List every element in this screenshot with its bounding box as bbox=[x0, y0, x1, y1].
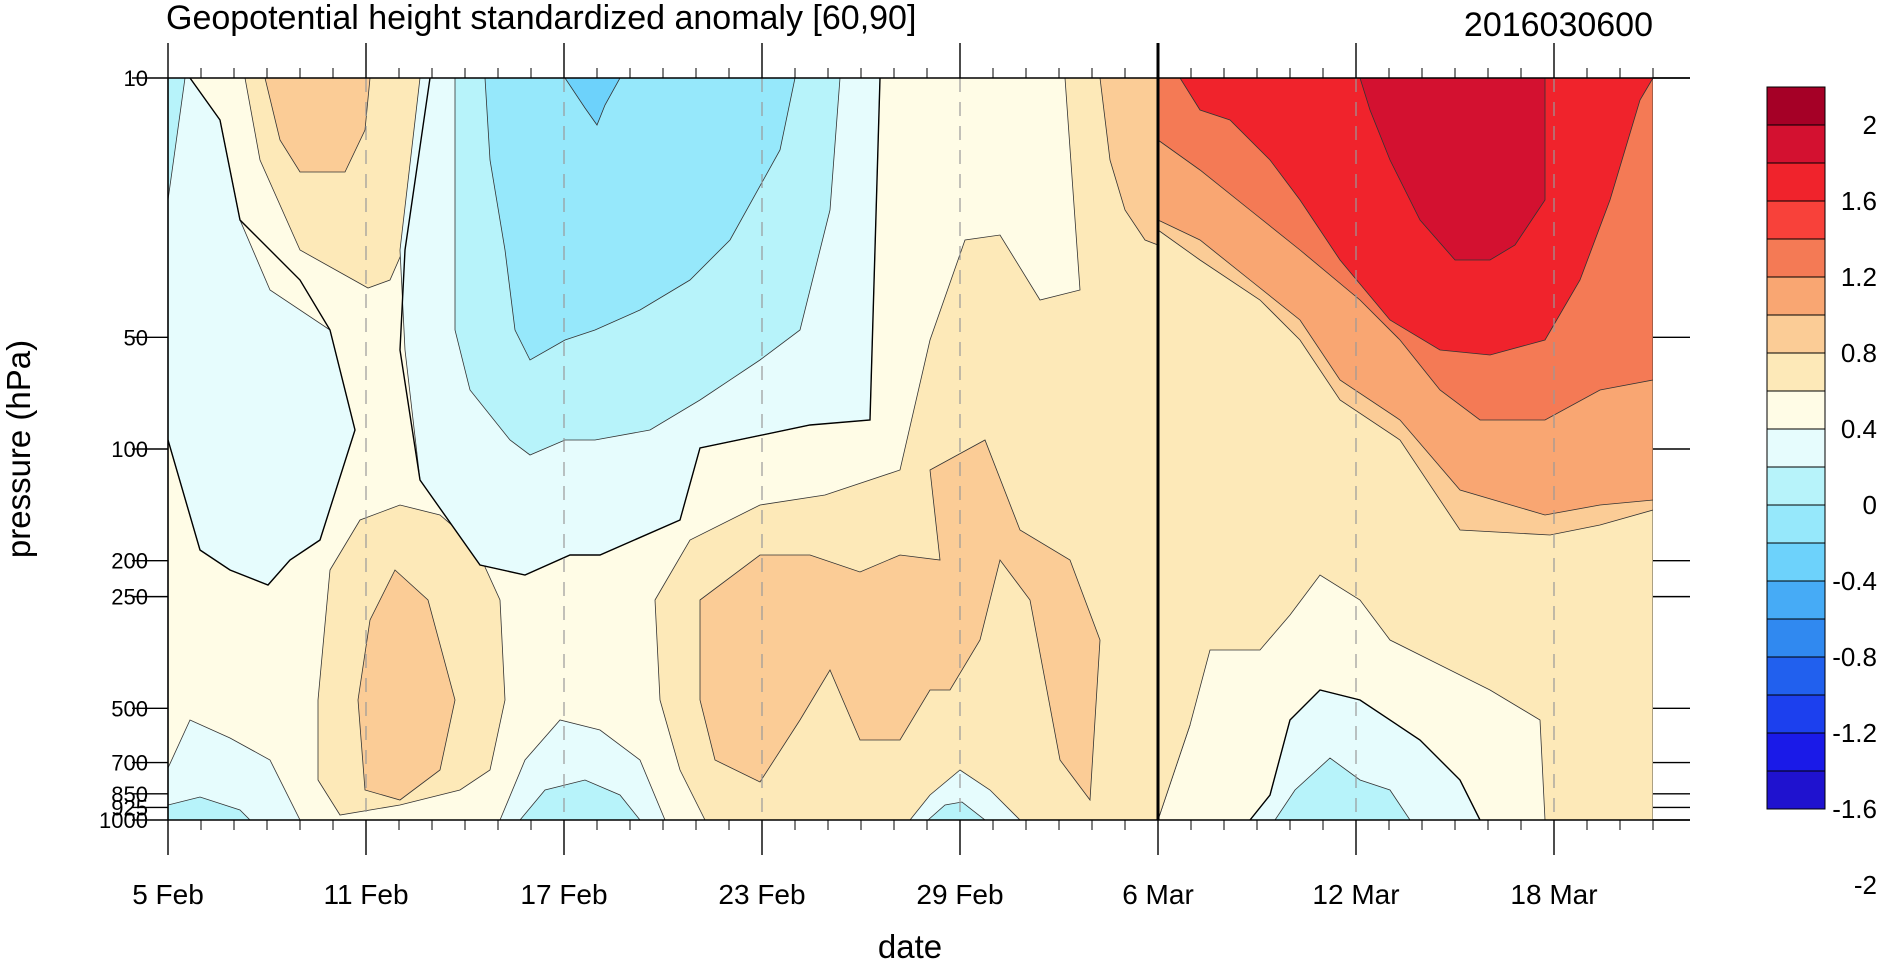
x-tick-label: 29 Feb bbox=[916, 879, 1003, 910]
colorbar-label: -0.8 bbox=[1832, 642, 1877, 672]
colorbar-swatch bbox=[1766, 466, 1826, 506]
colorbar: 2 1.6 1.2 0.8 0.4 0 -0.4 -0.8 -1.2 -1.6 -2 bbox=[1766, 86, 1877, 900]
y-tick-label: 50 bbox=[124, 325, 148, 350]
colorbar-swatch bbox=[1766, 352, 1826, 392]
y-tick-label: 200 bbox=[111, 549, 148, 574]
colorbar-label: 0.4 bbox=[1841, 414, 1877, 444]
y-tick-label: 925 bbox=[111, 795, 148, 820]
y-tick-label: 500 bbox=[111, 696, 148, 721]
x-tick-label: 5 Feb bbox=[132, 879, 204, 910]
colorbar-swatch bbox=[1766, 732, 1826, 772]
x-tick-label: 18 Mar bbox=[1510, 879, 1597, 910]
y-tick-label: 10 bbox=[124, 66, 148, 91]
contour-fill-minus-0.4-to-minus-0.8 bbox=[519, 779, 641, 820]
colorbar-label: 0.8 bbox=[1841, 338, 1877, 368]
y-tick-label: 1000 bbox=[99, 808, 148, 833]
colorbar-label: -0.4 bbox=[1832, 566, 1877, 596]
colorbar-label: -1.6 bbox=[1832, 794, 1877, 824]
contour-fill-0.8-to-1.2 bbox=[357, 569, 456, 801]
contour-fill-minus-1.2-to-minus-1.6 bbox=[564, 78, 621, 126]
colorbar-label: -2 bbox=[1854, 870, 1877, 900]
colorbar-swatch bbox=[1766, 770, 1826, 810]
y-tick-label: 100 bbox=[111, 437, 148, 462]
colorbar-swatch bbox=[1766, 238, 1826, 278]
contour-fill-0-to-minus-0.4 bbox=[909, 769, 1021, 820]
contour-fill-minus-0.8-to-minus-1.2 bbox=[484, 78, 796, 361]
y-tick-label: 700 bbox=[111, 751, 148, 776]
contour-fill-minus-0.4-to-minus-0.8 bbox=[927, 801, 986, 820]
y-tick-label: 850 bbox=[111, 782, 148, 807]
zero-contour-line bbox=[1249, 689, 1481, 820]
colorbar-label: 0 bbox=[1863, 490, 1877, 520]
colorbar-swatch bbox=[1766, 542, 1826, 582]
zero-contour-line bbox=[399, 78, 881, 576]
colorbar-swatch bbox=[1766, 86, 1826, 126]
contour-fill-minus-0.4-to-minus-0.8 bbox=[1274, 757, 1411, 820]
contour-fill-0.8-to-1.2 bbox=[1099, 78, 1159, 246]
run-label: 2016030600 bbox=[1464, 6, 1653, 44]
x-axis: 5 Feb 11 Feb 17 Feb 23 Feb 29 Feb 6 Mar 12 Mar… bbox=[132, 43, 1654, 910]
colorbar-label: 1.6 bbox=[1841, 186, 1877, 216]
chart-title: Geopotential height standardized anomaly… bbox=[166, 0, 916, 37]
contour-fill-layer bbox=[168, 78, 1653, 820]
x-tick-label: 12 Mar bbox=[1312, 879, 1399, 910]
colorbar-swatch bbox=[1766, 694, 1826, 734]
contour-fill-above-2-core bbox=[1359, 78, 1546, 261]
colorbar-swatch bbox=[1766, 276, 1826, 316]
colorbar-swatch bbox=[1766, 656, 1826, 696]
colorbar-label: -1.2 bbox=[1832, 718, 1877, 748]
contour-fill-minus-0.4-to-minus-0.8 bbox=[168, 78, 186, 201]
x-axis-label: date bbox=[878, 928, 942, 963]
colorbar-swatch bbox=[1766, 390, 1826, 430]
x-tick-label: 6 Mar bbox=[1122, 879, 1194, 910]
x-tick-label: 17 Feb bbox=[520, 879, 607, 910]
colorbar-label: 1.2 bbox=[1841, 262, 1877, 292]
colorbar-swatch bbox=[1766, 618, 1826, 658]
colorbar-swatch bbox=[1766, 162, 1826, 202]
x-tick-label: 11 Feb bbox=[323, 879, 408, 910]
colorbar-swatch bbox=[1766, 428, 1826, 468]
y-axis-label: pressure (hPa) bbox=[0, 340, 37, 558]
colorbar-label: 2 bbox=[1863, 110, 1877, 140]
zero-contour-line bbox=[168, 78, 356, 586]
colorbar-swatch bbox=[1766, 200, 1826, 240]
colorbar-swatch bbox=[1766, 314, 1826, 354]
y-tick-label: 250 bbox=[111, 585, 148, 610]
contour-fill-0.8-to-1.2 bbox=[264, 78, 371, 173]
colorbar-swatch bbox=[1766, 504, 1826, 544]
colorbar-swatch bbox=[1766, 124, 1826, 164]
contour-fill-minus-0.4-to-minus-0.8 bbox=[168, 796, 251, 820]
colorbar-swatch bbox=[1766, 580, 1826, 620]
x-tick-label: 23 Feb bbox=[718, 879, 805, 910]
contour-fill-0-to-minus-0.4 bbox=[168, 719, 301, 820]
contour-fill-0.8-to-1.2 bbox=[699, 439, 1101, 802]
